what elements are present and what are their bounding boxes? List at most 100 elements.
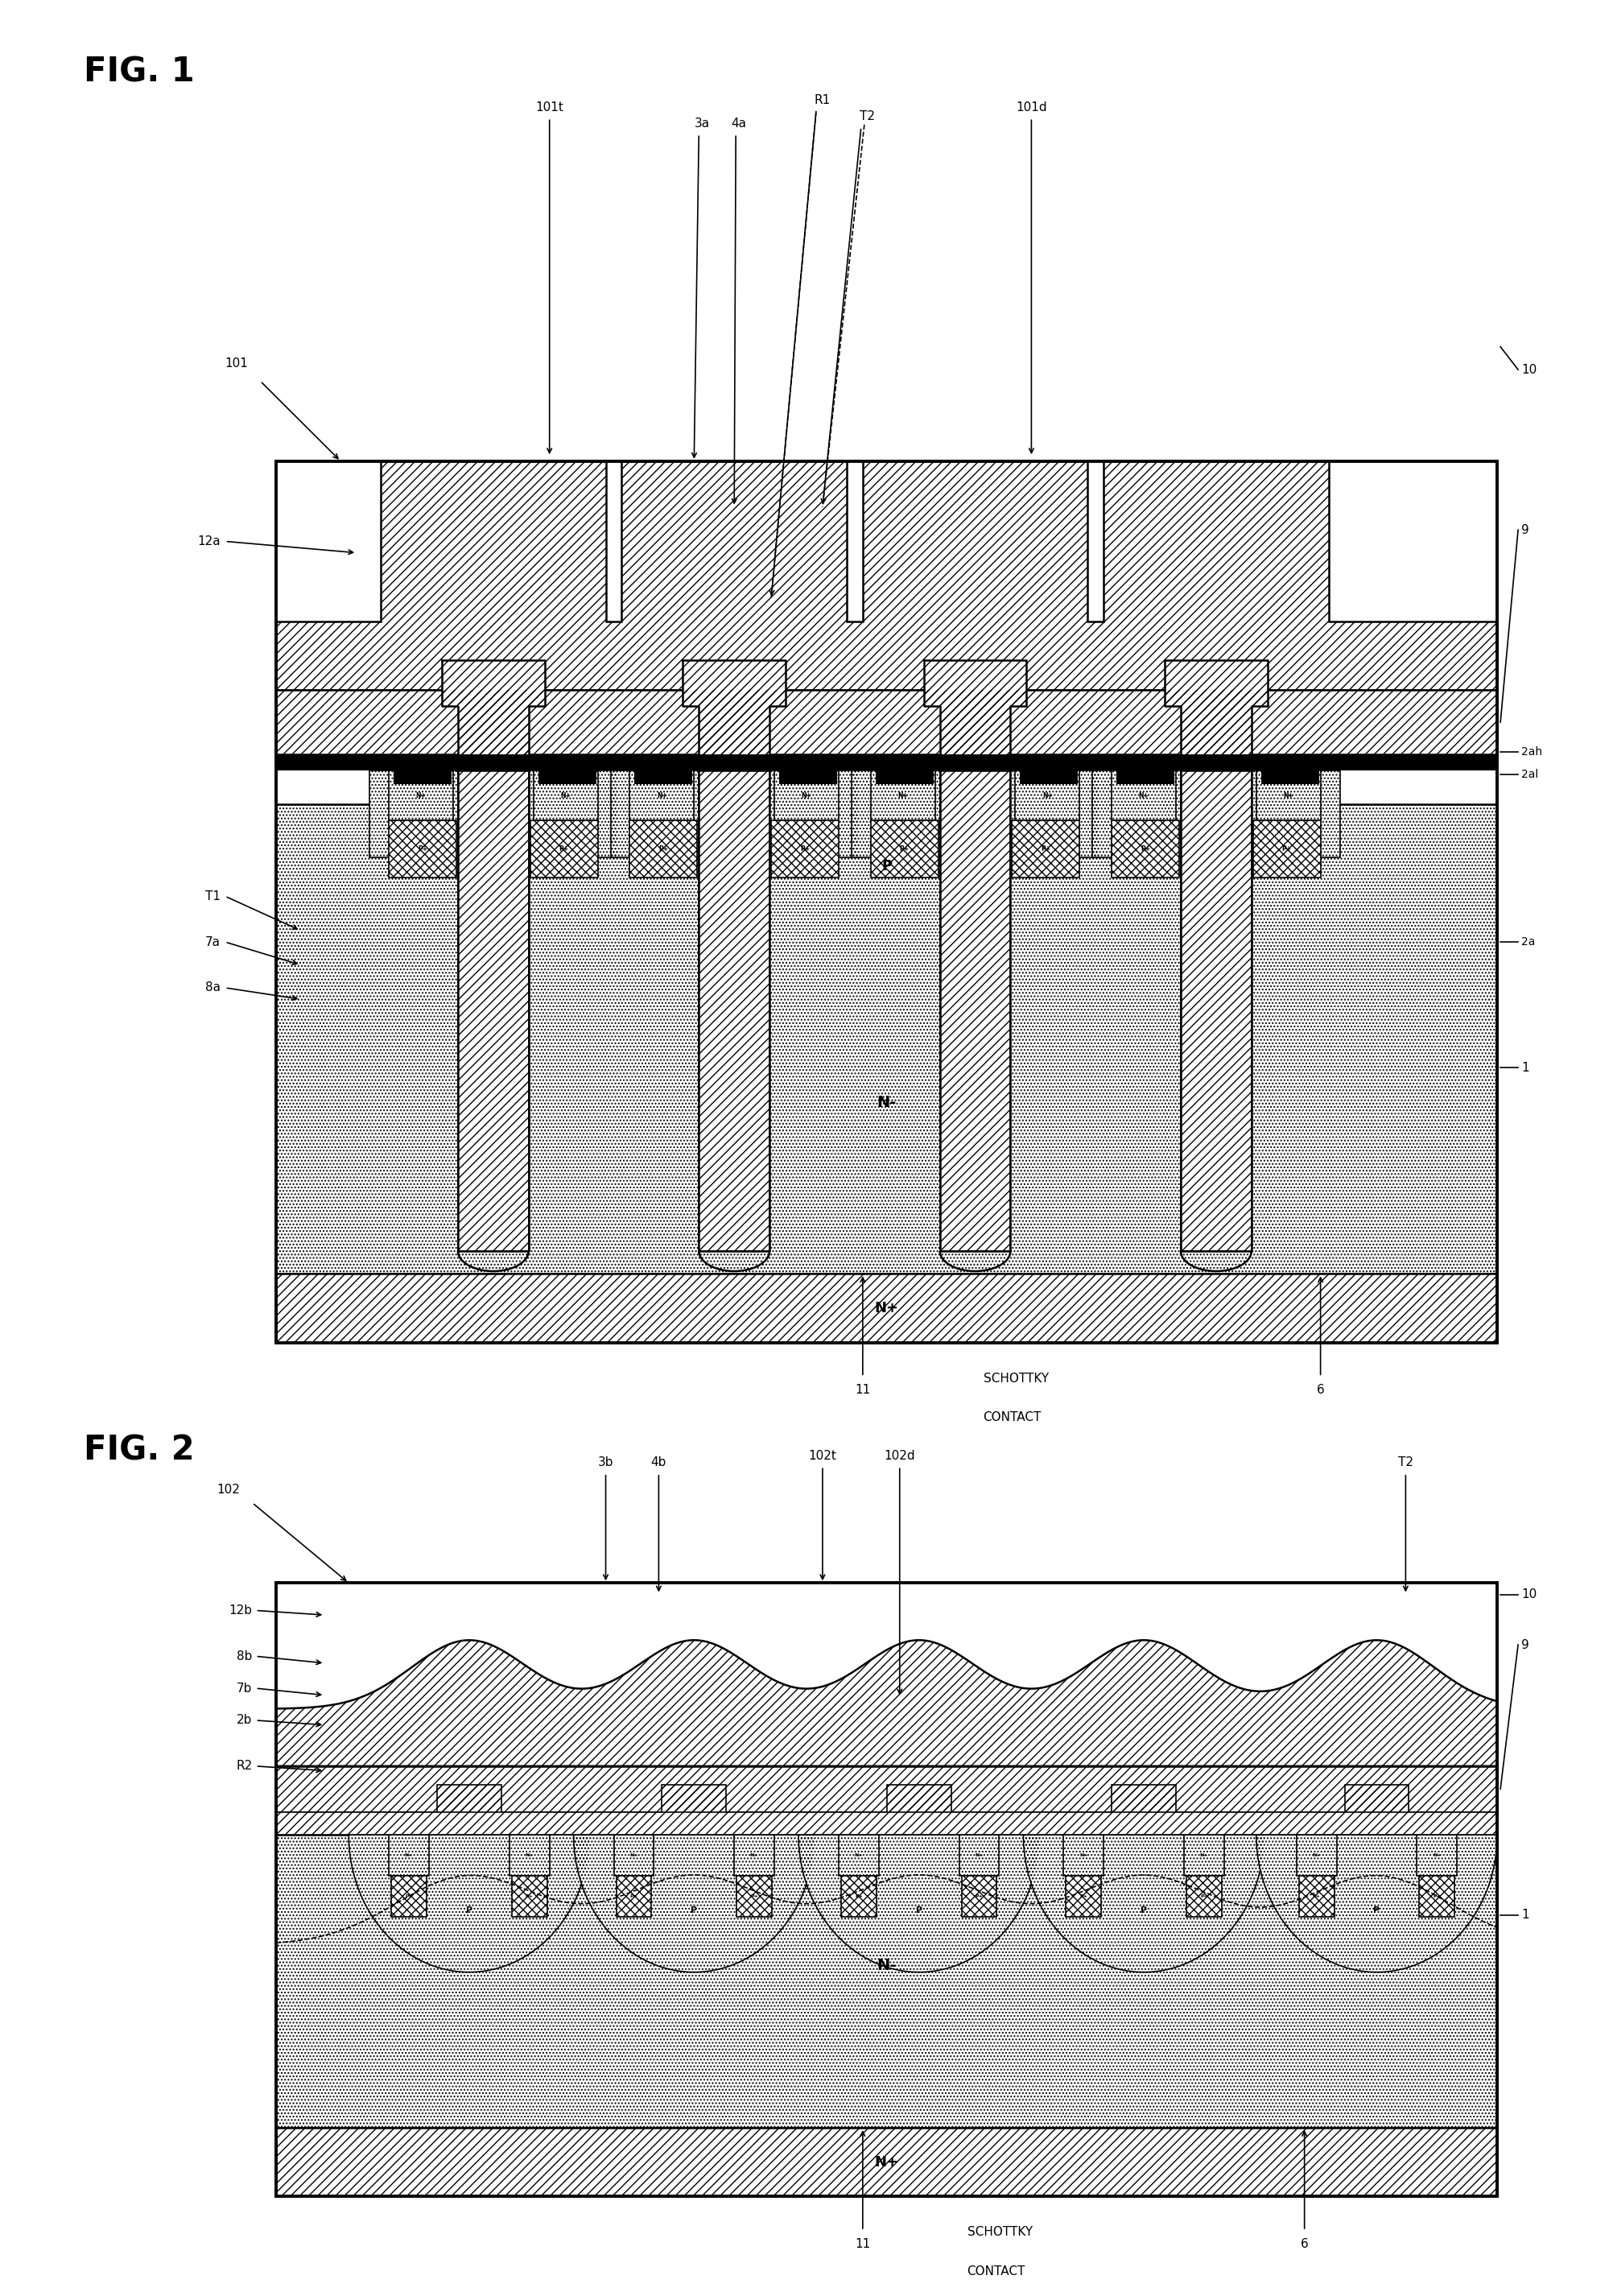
Text: SCHOTTKY: SCHOTTKY xyxy=(968,2227,1032,2239)
Text: N+: N+ xyxy=(974,1853,984,1857)
Bar xyxy=(1297,1835,1337,1876)
Polygon shape xyxy=(348,1835,590,1972)
Bar xyxy=(1066,1876,1102,1917)
Text: N+: N+ xyxy=(874,1302,898,1316)
Bar xyxy=(769,769,858,856)
Text: N+: N+ xyxy=(560,792,571,799)
Bar xyxy=(876,769,934,783)
Bar xyxy=(629,769,694,820)
Bar xyxy=(734,1835,774,1876)
Bar xyxy=(774,769,839,820)
Bar xyxy=(276,1766,1497,1812)
Bar xyxy=(1111,1784,1176,1835)
Bar xyxy=(276,1812,1497,1835)
Polygon shape xyxy=(276,1639,1497,1766)
Text: 2a: 2a xyxy=(1521,937,1536,948)
Bar xyxy=(276,804,1497,1274)
Bar xyxy=(871,769,936,820)
Text: 2ah: 2ah xyxy=(1521,746,1542,758)
Bar xyxy=(1015,769,1079,820)
Bar xyxy=(1165,661,1268,707)
Bar xyxy=(1111,820,1179,877)
Text: 102: 102 xyxy=(216,1483,240,1497)
Text: P+: P+ xyxy=(1200,1894,1208,1899)
Bar xyxy=(613,1835,653,1876)
Bar xyxy=(734,1835,774,1876)
Text: N+: N+ xyxy=(416,792,426,799)
Bar xyxy=(940,769,1010,1251)
Text: P+: P+ xyxy=(405,1894,413,1899)
Bar xyxy=(511,1876,547,1917)
Text: 102t: 102t xyxy=(808,1449,837,1463)
Bar xyxy=(389,1835,429,1876)
Bar xyxy=(1181,707,1252,769)
Bar xyxy=(611,769,698,856)
Bar xyxy=(1298,1876,1334,1917)
Bar xyxy=(1184,1835,1224,1876)
Text: P+: P+ xyxy=(629,1894,637,1899)
Bar xyxy=(769,769,858,856)
Text: P+: P+ xyxy=(1140,845,1150,852)
Text: FIG. 1: FIG. 1 xyxy=(84,55,195,90)
Bar xyxy=(661,1784,726,1835)
Bar xyxy=(940,769,1010,1251)
Bar xyxy=(276,691,1497,755)
Bar xyxy=(534,769,598,820)
Polygon shape xyxy=(1023,1835,1265,1972)
Text: SCHOTTKY: SCHOTTKY xyxy=(984,1373,1048,1384)
Bar xyxy=(276,2128,1497,2197)
Bar xyxy=(887,1784,952,1835)
Bar xyxy=(1416,1835,1457,1876)
Bar xyxy=(840,1876,876,1917)
Text: 12a: 12a xyxy=(197,535,221,546)
Bar xyxy=(1019,769,1077,783)
Text: P: P xyxy=(690,1906,697,1915)
Text: P: P xyxy=(1140,1906,1147,1915)
Bar xyxy=(1261,769,1319,783)
Bar xyxy=(276,1835,1497,2128)
Text: N+: N+ xyxy=(405,1853,413,1857)
Bar xyxy=(737,1876,773,1917)
Bar xyxy=(458,707,529,769)
Text: N-: N- xyxy=(877,1095,897,1109)
Text: 2b: 2b xyxy=(237,1715,252,1727)
Text: 7b: 7b xyxy=(237,1683,252,1694)
Bar xyxy=(887,1784,952,1835)
Bar xyxy=(1111,769,1176,820)
Bar xyxy=(616,1876,652,1917)
Bar xyxy=(276,1835,1497,2128)
Text: P+: P+ xyxy=(560,845,569,852)
Bar xyxy=(276,1812,1497,1835)
Text: P: P xyxy=(882,859,892,875)
Bar xyxy=(852,769,940,856)
Bar xyxy=(510,1835,550,1876)
Bar xyxy=(1252,769,1340,856)
Bar xyxy=(389,769,453,820)
Bar xyxy=(1181,707,1252,769)
Bar xyxy=(1257,769,1321,820)
Text: N-: N- xyxy=(877,1958,897,1972)
Bar xyxy=(539,769,597,783)
Bar xyxy=(871,820,939,877)
Text: P+: P+ xyxy=(750,1894,758,1899)
Bar xyxy=(1416,1835,1457,1876)
Bar xyxy=(961,1876,997,1917)
Bar xyxy=(1011,820,1079,877)
Bar xyxy=(1181,769,1252,1251)
Text: 10: 10 xyxy=(1521,363,1537,377)
Bar xyxy=(774,769,839,820)
Text: 101d: 101d xyxy=(1016,101,1047,113)
Bar xyxy=(840,1876,876,1917)
Text: N+: N+ xyxy=(855,1853,863,1857)
Bar xyxy=(1253,820,1321,877)
Bar xyxy=(1165,661,1268,707)
Bar xyxy=(442,661,545,707)
Bar xyxy=(389,820,456,877)
Bar xyxy=(1010,769,1098,856)
Text: P+: P+ xyxy=(855,1894,863,1899)
Bar xyxy=(511,1876,547,1917)
Text: CONTACT: CONTACT xyxy=(984,1412,1042,1424)
Bar xyxy=(531,820,598,877)
Text: 6: 6 xyxy=(1300,2239,1308,2250)
Bar xyxy=(1092,769,1181,856)
